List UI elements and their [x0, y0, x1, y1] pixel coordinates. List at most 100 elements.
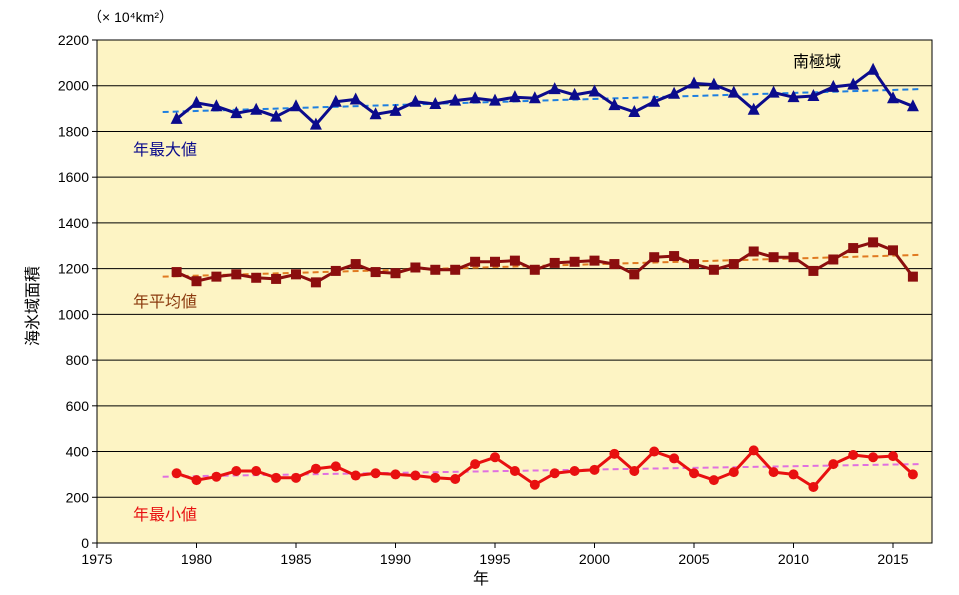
data-point-mean — [868, 237, 879, 248]
x-tick-label: 2015 — [877, 551, 908, 567]
y-axis-ticks: 0 200 400 600 800 1000 1200 1400 1600 1800 2000 220… — [58, 32, 97, 551]
data-point-mean — [848, 243, 859, 254]
x-tick-label: 1990 — [380, 551, 411, 567]
data-point-min — [609, 448, 620, 459]
data-point-mean — [629, 269, 640, 280]
data-point-max — [747, 102, 760, 115]
data-point-mean — [191, 276, 202, 287]
data-point-mean — [490, 256, 500, 267]
data-point-min — [410, 470, 421, 481]
data-point-max — [190, 95, 203, 108]
y-tick-label: 1200 — [58, 261, 89, 277]
data-point-max — [887, 91, 899, 104]
data-point-mean — [330, 265, 341, 276]
data-point-min — [171, 468, 182, 479]
x-tick-label: 1985 — [280, 551, 311, 567]
data-point-mean — [649, 252, 660, 263]
data-point-min — [808, 481, 819, 492]
data-point-min — [251, 465, 262, 476]
data-point-max — [648, 94, 661, 107]
data-point-mean — [410, 262, 421, 273]
series-markers — [170, 62, 919, 492]
data-point-min — [350, 470, 361, 481]
data-point-max — [290, 99, 302, 112]
data-point-mean — [251, 272, 262, 283]
data-point-min — [231, 465, 242, 476]
data-point-min — [211, 471, 222, 482]
x-axis-label: 年 — [473, 569, 489, 588]
data-point-mean — [470, 256, 481, 267]
y-tick-label: 1000 — [58, 306, 89, 322]
data-point-min — [430, 472, 441, 483]
y-tick-label: 200 — [66, 489, 90, 505]
y-tick-label: 800 — [66, 352, 90, 368]
data-point-min — [907, 469, 918, 480]
data-point-mean — [689, 259, 699, 270]
unit-label: （× 10⁴km²） — [88, 9, 173, 25]
data-point-max — [568, 87, 581, 100]
data-point-min — [589, 464, 600, 475]
data-point-mean — [768, 252, 779, 263]
data-point-mean — [350, 259, 361, 270]
data-point-max — [309, 117, 322, 130]
data-point-max — [588, 84, 601, 97]
data-point-max — [429, 97, 442, 110]
y-tick-label: 1800 — [58, 123, 89, 139]
data-point-min — [509, 465, 520, 476]
series-label-min: 年最小値 — [133, 505, 197, 524]
data-point-mean — [430, 264, 441, 275]
data-point-max — [369, 107, 382, 120]
data-point-mean — [609, 259, 620, 270]
data-point-min — [529, 479, 540, 490]
data-point-min — [629, 465, 640, 476]
y-tick-label: 2000 — [58, 78, 89, 94]
data-point-min — [450, 473, 461, 484]
region-label: 南極域 — [793, 52, 841, 71]
data-point-mean — [171, 267, 182, 278]
x-tick-label: 1975 — [81, 551, 112, 567]
data-point-min — [748, 445, 759, 456]
data-point-mean — [370, 267, 381, 278]
data-point-max — [389, 103, 402, 116]
data-point-mean — [271, 273, 282, 284]
data-point-min — [888, 451, 898, 462]
data-point-mean — [669, 251, 680, 262]
data-point-max — [210, 99, 223, 112]
data-point-min — [310, 463, 321, 474]
data-point-max — [349, 92, 362, 105]
data-point-max — [688, 76, 700, 89]
series-label-max: 年最大値 — [133, 140, 197, 159]
data-point-max — [807, 89, 820, 102]
y-tick-label: 1400 — [58, 215, 89, 231]
data-point-max — [906, 99, 919, 112]
data-point-mean — [211, 271, 222, 282]
data-point-mean — [708, 264, 719, 275]
y-tick-label: 400 — [66, 444, 90, 460]
data-point-min — [370, 468, 381, 479]
data-point-mean — [808, 265, 819, 276]
data-point-min — [549, 468, 560, 479]
data-point-min — [330, 461, 341, 472]
data-point-mean — [390, 268, 401, 279]
y-tick-label: 0 — [81, 535, 89, 551]
data-point-min — [728, 467, 739, 478]
data-point-mean — [509, 255, 520, 266]
data-point-max — [847, 77, 860, 90]
data-point-max — [409, 94, 422, 107]
x-tick-label: 2010 — [778, 551, 809, 567]
data-point-max — [270, 109, 283, 122]
data-point-mean — [748, 246, 759, 257]
data-point-min — [868, 452, 879, 463]
data-point-max — [548, 82, 561, 95]
data-point-max — [329, 94, 342, 107]
y-tick-label: 2200 — [58, 32, 89, 48]
data-point-mean — [529, 264, 540, 275]
data-point-max — [707, 77, 720, 90]
data-point-max — [727, 85, 740, 98]
data-point-max — [250, 102, 263, 115]
series-label-mean: 年平均値 — [133, 292, 197, 311]
data-point-min — [649, 446, 660, 457]
data-point-max — [608, 98, 621, 111]
data-point-min — [271, 472, 282, 483]
